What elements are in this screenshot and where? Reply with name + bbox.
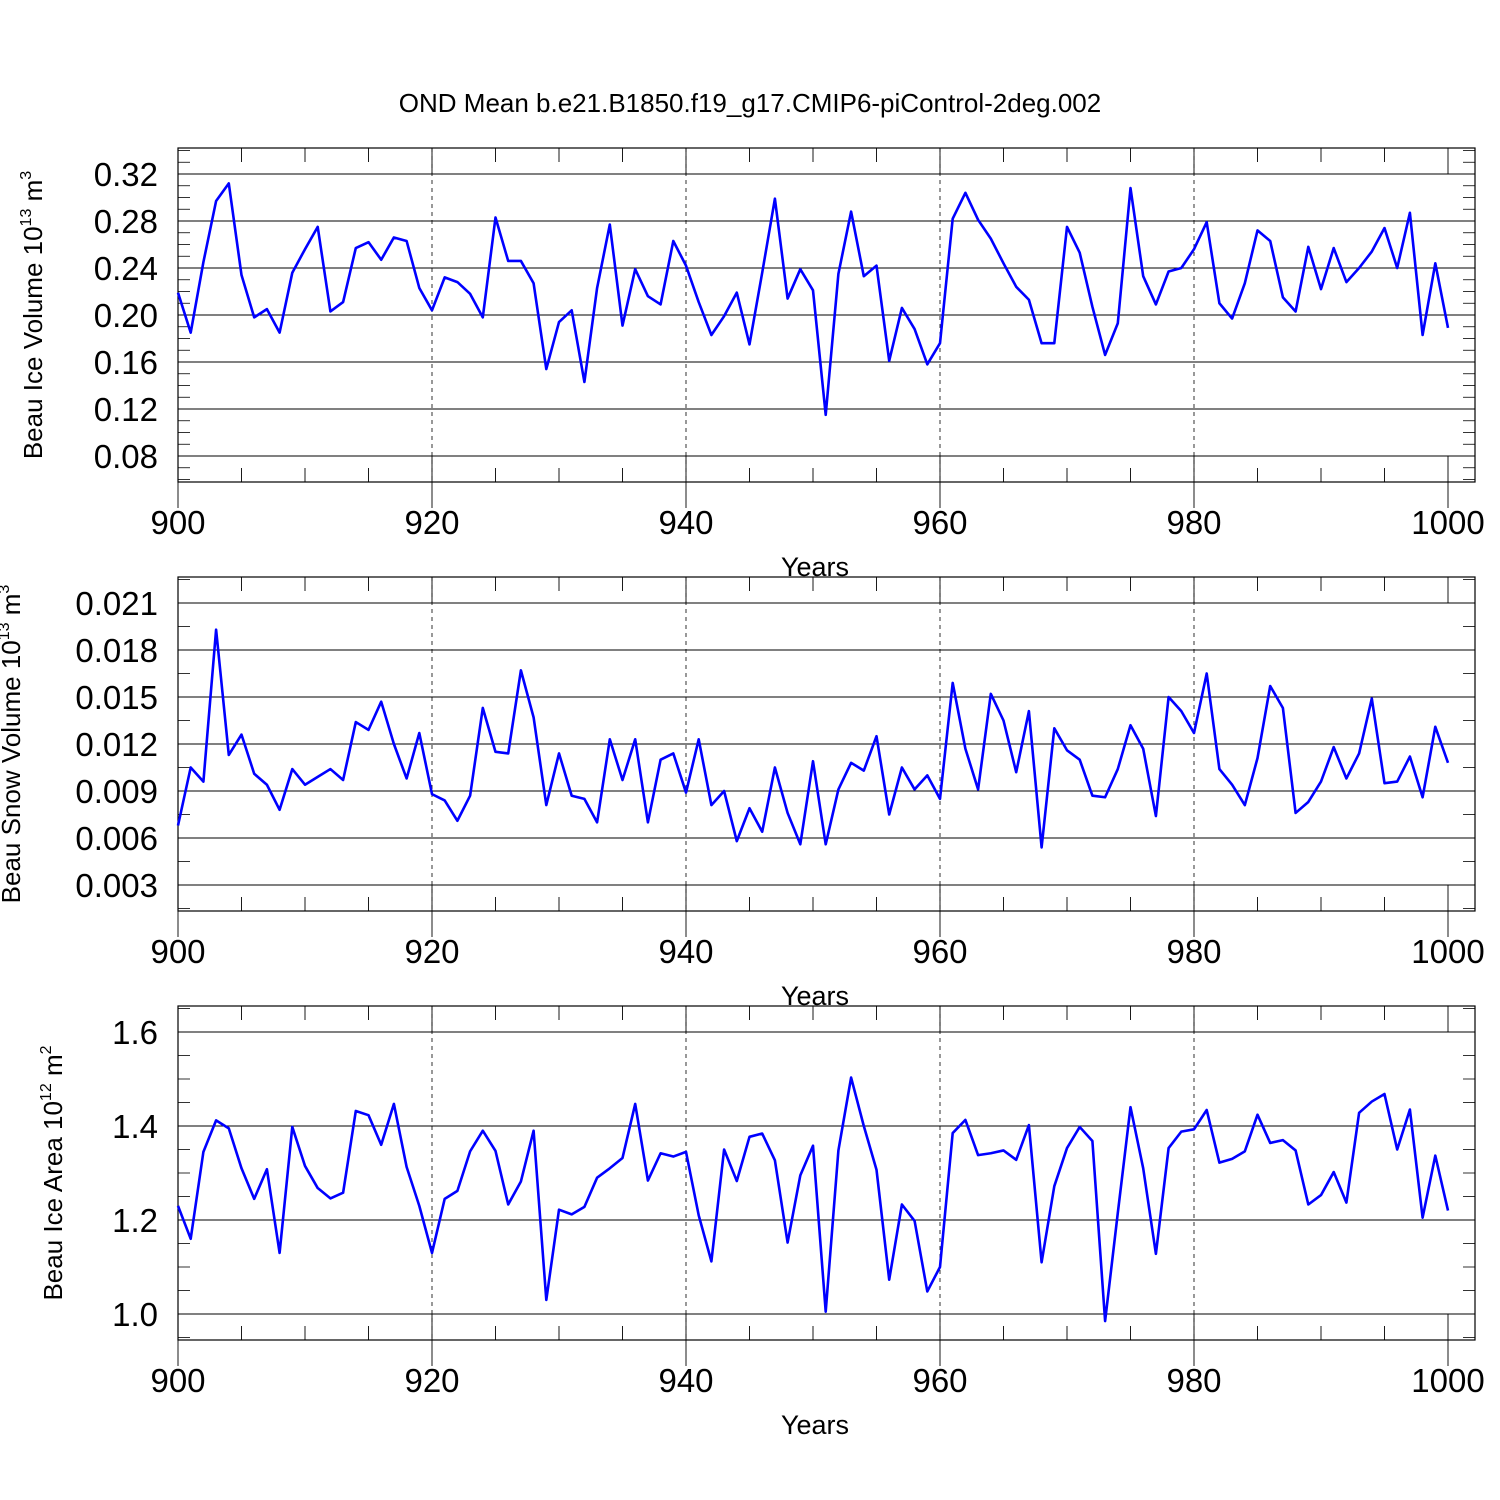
- y-axis-label-exponent: 12: [38, 1083, 55, 1101]
- x-tick-label: 1000: [1411, 1362, 1484, 1399]
- series-line: [176, 182, 1450, 417]
- panel-3: 1.0 1.2 1.4 1.6 900 920 940 960 980 1000 Years Beau…: [38, 1005, 1485, 1440]
- y-axis-label: Beau Ice Area 1012 m2: [38, 1045, 68, 1300]
- y-axis-label-exponent: 13: [18, 209, 35, 227]
- x-tick-label: 940: [658, 933, 713, 970]
- x-tick-label: 1000: [1411, 504, 1484, 541]
- x-tick-label: 900: [150, 933, 205, 970]
- y-tick-label: 0.012: [75, 726, 158, 763]
- y-tick-label: 0.015: [75, 679, 158, 716]
- y-axis-label: Beau Snow Volume 1013 m3: [0, 585, 26, 904]
- x-tick-label: 980: [1166, 1362, 1221, 1399]
- y-tick-label: 0.28: [94, 203, 158, 240]
- x-tick-label: 920: [404, 504, 459, 541]
- figure-title: OND Mean b.e21.B1850.f19_g17.CMIP6-piCon…: [399, 88, 1101, 118]
- y-tick-label: 0.003: [75, 867, 158, 904]
- x-tick-label: 980: [1166, 504, 1221, 541]
- x-tick-label: 940: [658, 1362, 713, 1399]
- panel-2: 0.003 0.006 0.009 0.012 0.015 0.018 0.021 900 92…: [0, 576, 1485, 1011]
- y-tick-label: 1.4: [112, 1108, 158, 1145]
- y-axis-label-text: Beau Snow Volume 10: [0, 640, 26, 903]
- y-tick-label: 1.0: [112, 1296, 158, 1333]
- x-tick-label: 940: [658, 504, 713, 541]
- y-tick-label: 0.20: [94, 297, 158, 334]
- y-axis-label-exponent: 13: [0, 622, 13, 640]
- y-tick-label: 0.009: [75, 773, 158, 810]
- x-tick-label: 960: [912, 504, 967, 541]
- y-tick-label: 0.12: [94, 391, 158, 428]
- y-axis-label-text: Beau Ice Volume 10: [18, 226, 48, 459]
- y-tick-label: 1.2: [112, 1202, 158, 1239]
- x-tick-label: 900: [150, 504, 205, 541]
- y-tick-label: 0.16: [94, 344, 158, 381]
- y-tick-label: 0.021: [75, 585, 158, 622]
- panel-1: 0.08 0.12 0.16 0.20 0.24 0.28 0.32 900 920 940 960…: [18, 147, 1485, 582]
- y-tick-label: 1.6: [112, 1014, 158, 1051]
- y-tick-label: 0.08: [94, 438, 158, 475]
- x-tick-label: 960: [912, 1362, 967, 1399]
- y-axis-label-unit-exponent: 2: [38, 1045, 55, 1054]
- y-axis-label-unit: m: [0, 594, 26, 623]
- x-tick-label: 920: [404, 933, 459, 970]
- y-axis-label-unit: m: [38, 1054, 68, 1083]
- y-tick-label: 0.32: [94, 156, 158, 193]
- y-axis-label-text: Beau Ice Area 10: [38, 1101, 68, 1300]
- x-tick-label: 920: [404, 1362, 459, 1399]
- y-tick-label: 0.006: [75, 820, 158, 857]
- series-line: [176, 628, 1450, 849]
- panels: 0.08 0.12 0.16 0.20 0.24 0.28 0.32 900 920 940 960…: [0, 147, 1485, 1440]
- x-axis-label: Years: [781, 1410, 849, 1440]
- x-tick-label: 980: [1166, 933, 1221, 970]
- y-axis-label: Beau Ice Volume 1013 m3: [18, 171, 48, 459]
- y-axis-label-unit-exponent: 3: [0, 585, 13, 594]
- x-tick-label: 960: [912, 933, 967, 970]
- y-tick-label: 0.24: [94, 250, 158, 287]
- series-line: [176, 1076, 1450, 1323]
- y-axis-label-unit-exponent: 3: [18, 171, 35, 180]
- x-tick-label: 900: [150, 1362, 205, 1399]
- y-tick-label: 0.018: [75, 632, 158, 669]
- y-axis-label-unit: m: [18, 180, 48, 209]
- x-tick-label: 1000: [1411, 933, 1484, 970]
